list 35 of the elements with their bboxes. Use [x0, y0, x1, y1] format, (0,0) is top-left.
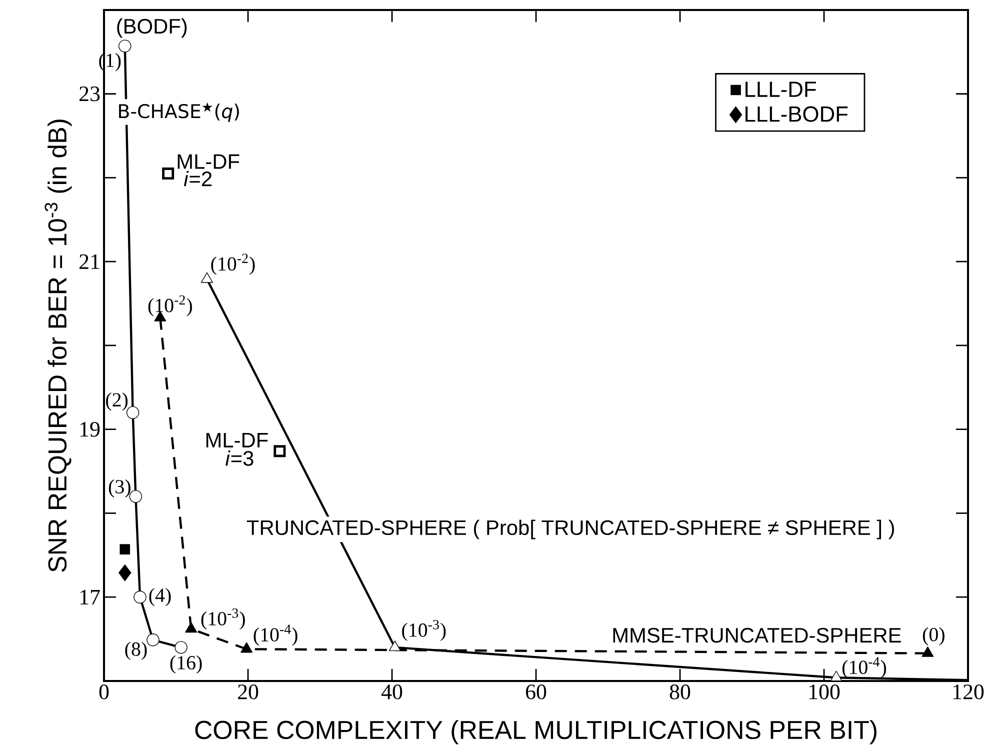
y-tick-label: 17	[80, 590, 100, 604]
annotation: (2)	[106, 392, 128, 411]
annotation: (10$^{-2}$)	[148, 295, 192, 316]
y-axis-title: SNR REQUIRED for BER = 10$^{-3}$ (in dB)	[44, 120, 72, 572]
x-tick-label: 100	[809, 684, 840, 700]
annotation: (10$^{-3}$)	[402, 620, 446, 641]
annotation: ML-DF	[178, 154, 240, 169]
x-tick-label: 20	[238, 684, 258, 700]
annotation: (10$^{-3}$)	[201, 608, 245, 630]
x-tick-label: 80	[670, 684, 690, 700]
annotation: (8)	[125, 642, 147, 660]
annotation: B-CHASE$^{★}$(q)	[119, 102, 239, 122]
y-tick-label: 23	[80, 86, 100, 102]
annotation: MMSE-TRUNCATED-SPHERE	[613, 628, 901, 643]
x-tick-label: 60	[526, 684, 546, 700]
annotation: (10$^{-4}$)	[254, 624, 298, 646]
annotation: (0)	[922, 627, 944, 646]
y-tick-label: 19	[80, 422, 100, 437]
annotation: (BODF)	[117, 18, 187, 38]
x-tick-label: 0	[99, 684, 109, 700]
annotation: (16)	[170, 655, 202, 674]
annotation: (10$^{-2}$)	[211, 254, 255, 275]
legend-label: LLL-BODF	[746, 106, 848, 122]
annotation: ML-DF	[206, 432, 268, 448]
annotation: (10$^{-4}$)	[842, 657, 886, 678]
x-tick-label: 120	[953, 684, 984, 700]
annotation: i=2	[184, 170, 212, 186]
x-tick-label: 40	[381, 684, 402, 700]
y-tick-label: 21	[80, 254, 100, 269]
annotation: i=3	[226, 450, 254, 466]
annotation: (4)	[149, 588, 171, 606]
x-axis-title: CORE COMPLEXITY (REAL MULTIPLICATIONS PER BIT)	[195, 720, 876, 744]
annotation: TRUNCATED-SPHERE ( Prob[ TRUNCATED-SPHERE ≠ SPHERE ] )	[246, 520, 894, 540]
legend-label: LLL-DF	[746, 82, 816, 97]
annotation: (3)	[108, 479, 130, 498]
